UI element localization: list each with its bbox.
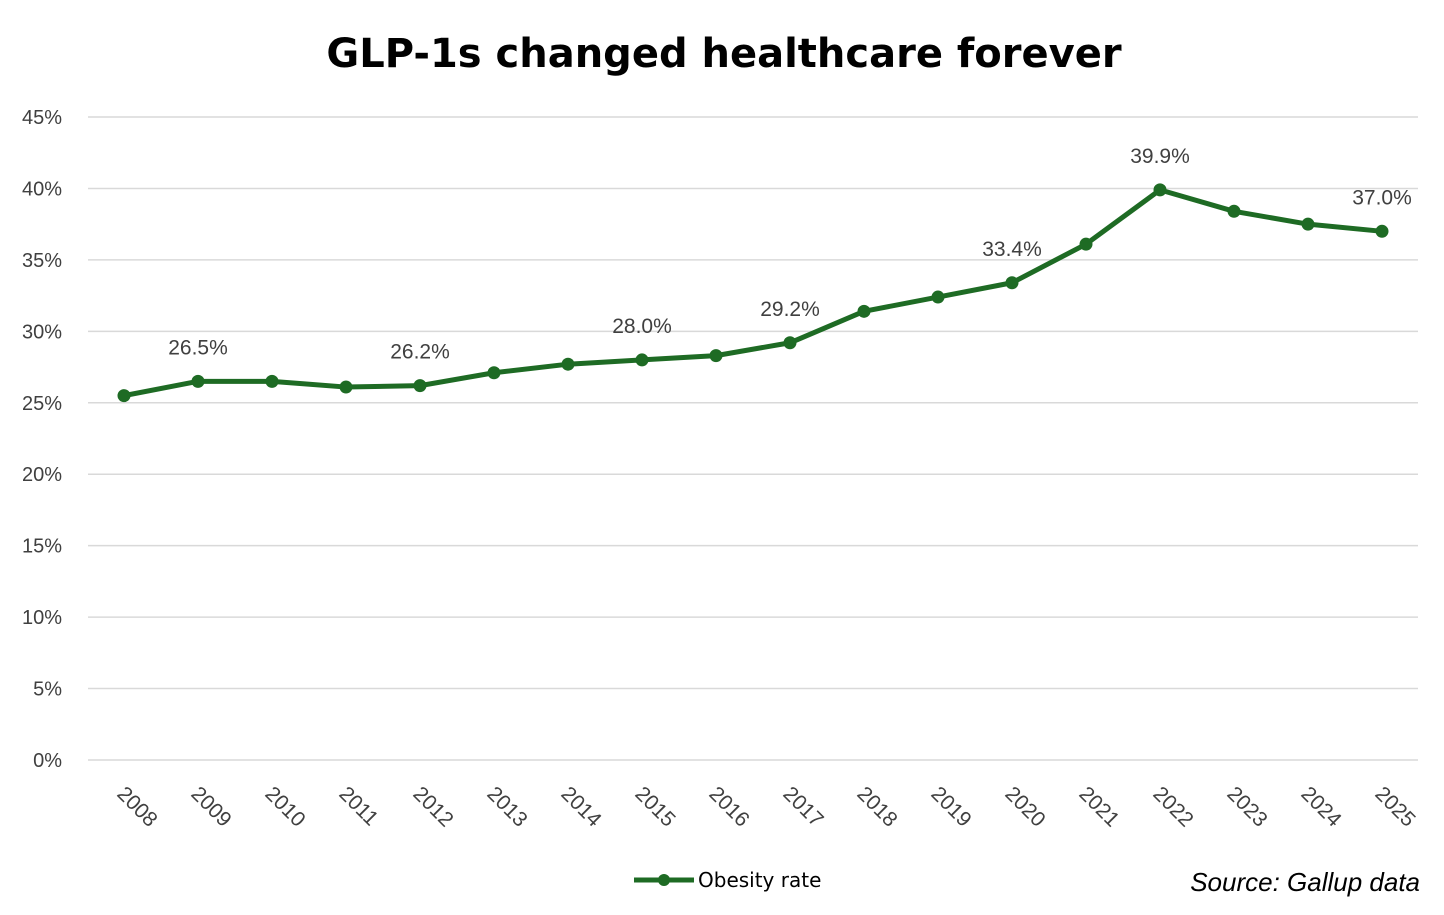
x-tick-label: 2020: [1000, 782, 1049, 831]
y-tick-label: 25%: [22, 393, 62, 415]
y-tick-label: 45%: [22, 107, 62, 129]
x-tick-label: 2017: [778, 782, 827, 831]
y-tick-label: 30%: [22, 321, 62, 343]
x-tick-label: 2010: [260, 782, 309, 831]
x-tick-label: 2025: [1370, 782, 1419, 831]
x-tick-label: 2016: [704, 782, 753, 831]
data-label: 39.9%: [1130, 145, 1190, 168]
x-tick-label: 2014: [556, 782, 606, 832]
data-point: [487, 366, 501, 380]
series-obesity-rate: [117, 183, 1389, 403]
y-tick-label: 20%: [22, 464, 62, 486]
x-tick-label: 2024: [1296, 782, 1346, 832]
x-tick-label: 2018: [852, 782, 901, 831]
data-point: [265, 374, 279, 388]
x-tick-label: 2022: [1148, 782, 1197, 831]
data-labels: 26.5% 26.2% 28.0% 29.2% 33.4% 39.9% 37.0%: [168, 145, 1412, 364]
data-point: [1153, 183, 1167, 197]
x-tick-label: 2008: [112, 782, 161, 831]
gridlines: [88, 116, 1418, 761]
data-label: 28.0%: [612, 315, 672, 338]
source-note: Source: Gallup data: [1190, 867, 1420, 897]
x-tick-label: 2013: [482, 782, 531, 831]
data-point: [1227, 204, 1241, 218]
data-label: 33.4%: [982, 238, 1042, 261]
data-point: [413, 379, 427, 393]
legend[interactable]: Obesity rate: [634, 868, 821, 892]
y-tick-label: 35%: [22, 250, 62, 272]
x-tick-label: 2019: [926, 782, 975, 831]
data-point: [857, 304, 871, 318]
x-tick-label: 2012: [408, 782, 457, 831]
data-point: [1301, 217, 1315, 231]
series-line: [121, 187, 1385, 399]
x-tick-label: 2021: [1074, 782, 1123, 831]
data-point: [1079, 237, 1093, 251]
y-tick-label: 15%: [22, 536, 62, 558]
data-label: 29.2%: [760, 298, 820, 321]
x-tick-label: 2011: [334, 782, 382, 830]
data-point: [1375, 224, 1389, 238]
x-tick-label: 2023: [1222, 782, 1271, 831]
data-label: 26.5%: [168, 336, 228, 359]
data-label: 37.0%: [1352, 186, 1412, 209]
chart-title: GLP-1s changed healthcare forever: [326, 31, 1121, 77]
data-point: [783, 336, 797, 350]
x-tick-label: 2009: [186, 782, 235, 831]
data-label: 26.2%: [390, 341, 450, 364]
data-point: [561, 357, 575, 371]
data-point: [1005, 276, 1019, 290]
data-point: [339, 380, 353, 394]
y-tick-label: 5%: [33, 679, 62, 701]
legend-dot-marker: [658, 874, 670, 886]
y-tick-label: 40%: [22, 178, 62, 200]
y-axis-ticks: 0% 5% 10% 15% 20% 25% 30% 35% 40% 45%: [22, 107, 62, 772]
data-point: [931, 290, 945, 304]
data-point: [635, 353, 649, 367]
legend-label: Obesity rate: [698, 868, 821, 892]
data-point: [191, 374, 205, 388]
y-tick-label: 0%: [33, 750, 62, 772]
data-point: [709, 349, 723, 363]
x-axis-ticks: 2008 2009 2010 2011 2012 2013 2014 2015 2016 2017…: [112, 782, 1419, 832]
data-point: [117, 389, 131, 403]
x-tick-label: 2015: [630, 782, 679, 831]
y-tick-label: 10%: [22, 607, 62, 629]
